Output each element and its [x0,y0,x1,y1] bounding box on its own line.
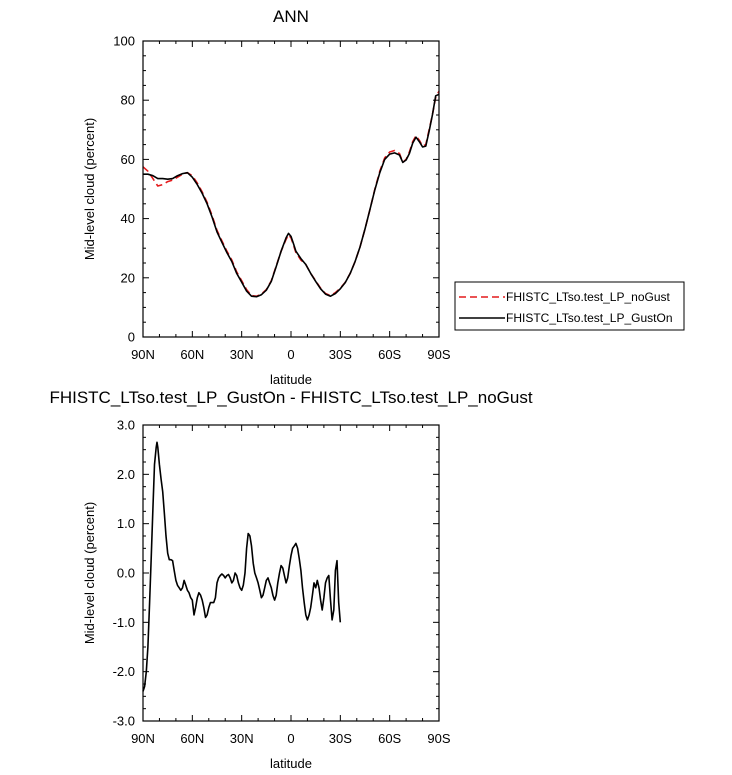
series-line-1-0 [142,441,342,692]
bottom-chart-title: FHISTC_LTso.test_LP_GustOn - FHISTC_LTso… [49,388,532,407]
y-tick-label: -3.0 [113,714,135,729]
legend-box [454,281,685,331]
bottom-series-layer [142,441,342,692]
y-tick-label: 0 [128,330,135,345]
y-tick-label: 60 [121,152,135,167]
bottom-y-axis-label: Mid-level cloud (percent) [82,502,97,644]
bottom-panel: FHISTC_LTso.test_LP_GustOn - FHISTC_LTso… [49,388,532,771]
y-tick-label: -1.0 [113,615,135,630]
x-tick-label: 30S [329,347,352,362]
x-tick-label: 90S [427,731,450,746]
y-tick-label: 0.0 [117,566,135,581]
x-tick-label: 0 [287,731,294,746]
bottom-plot-frame [142,424,440,722]
x-tick-label: 90S [427,347,450,362]
top-y-axis-label: Mid-level cloud (percent) [82,118,97,260]
series-line-0-1 [143,93,440,298]
y-tick-label: 2.0 [117,467,135,482]
top-plot-frame [142,40,440,338]
y-tick-label: 100 [113,34,135,49]
y-tick-label: 1.0 [117,516,135,531]
top-chart-title: ANN [273,7,309,26]
bottom-x-axis-label: latitude [270,756,312,771]
y-tick-label: -2.0 [113,664,135,679]
x-tick-label: 30N [230,347,254,362]
x-tick-label: 0 [287,347,294,362]
x-tick-label: 60N [180,731,204,746]
top-y-axis: 0 20 40 60 80 100 [113,34,439,345]
x-tick-label: 30S [329,731,352,746]
y-tick-label: 80 [121,93,135,108]
bottom-x-axis: 90N 60N 30N 0 30S 60S 90S [131,425,451,746]
y-tick-label: 20 [121,270,135,285]
top-x-axis: 90N 60N 30N 0 30S 60S 90S [131,41,451,362]
top-x-axis-label: latitude [270,372,312,387]
series-line-0-0 [142,90,440,297]
x-tick-label: 60N [180,347,204,362]
legend-label-guston: FHISTC_LTso.test_LP_GustOn [506,311,673,325]
x-tick-label: 90N [131,731,155,746]
legend-label-nogust: FHISTC_LTso.test_LP_noGust [506,290,671,304]
y-tick-label: 3.0 [117,418,135,433]
bottom-y-axis: -3.0 -2.0 -1.0 0.0 1.0 2.0 3.0 [113,418,439,729]
x-tick-label: 60S [378,347,401,362]
x-tick-label: 30N [230,731,254,746]
y-tick-label: 40 [121,211,135,226]
top-series-layer [142,90,440,298]
x-tick-label: 60S [378,731,401,746]
top-legend: FHISTC_LTso.test_LP_noGust FHISTC_LTso.t… [454,281,685,331]
top-panel: ANN 90N 60N 30N 0 30S 60S 90S 0 20 40 60 80 100 lat… [82,7,685,387]
x-tick-label: 90N [131,347,155,362]
